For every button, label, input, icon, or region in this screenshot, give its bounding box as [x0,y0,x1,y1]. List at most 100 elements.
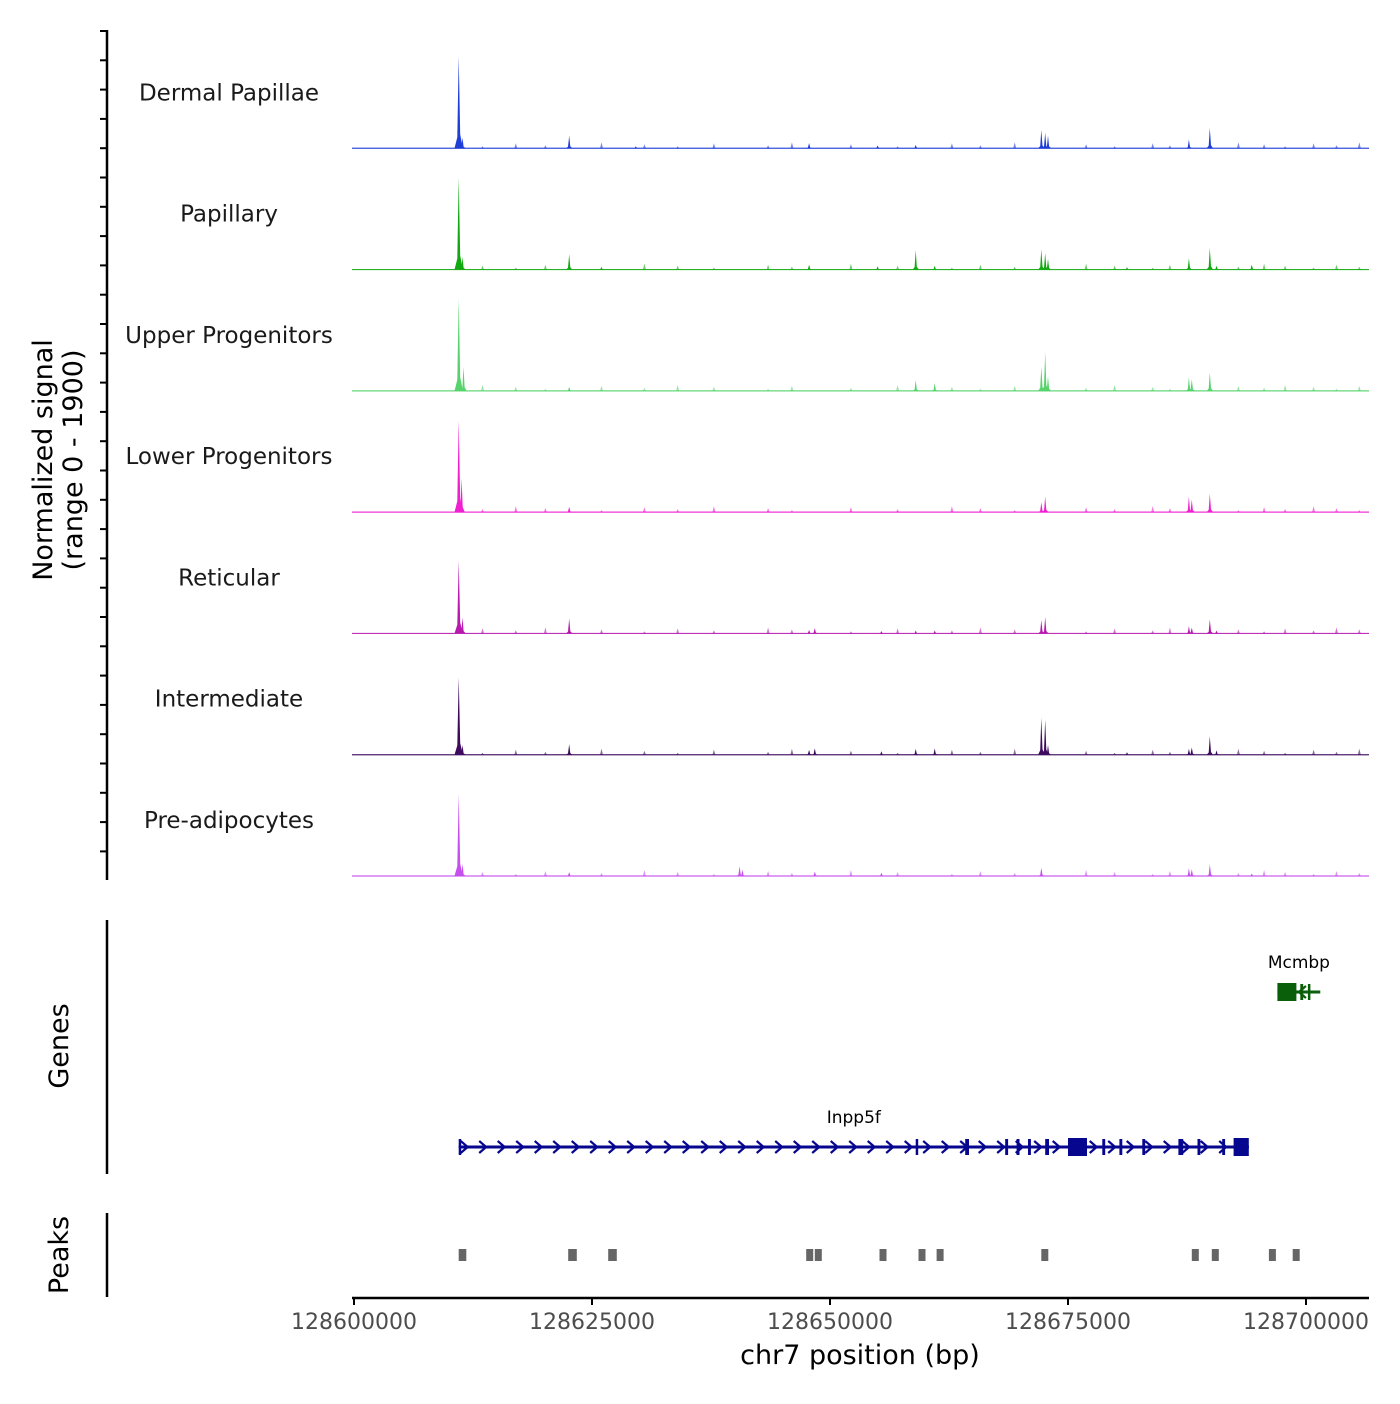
strand-arrow [829,1140,840,1154]
background-signal [514,386,518,391]
background-signal [543,751,547,755]
background-signal [676,509,680,513]
background-signal [1013,629,1017,634]
background-signal [1151,143,1155,149]
strand-arrow [718,1140,729,1154]
signal-peak [1185,868,1193,876]
background-signal [790,629,794,634]
background-signal [642,387,646,391]
background-signal [712,506,716,513]
background-signal [1262,507,1266,513]
background-signal [1312,506,1316,513]
background-signal [600,385,603,391]
background-signal [642,870,646,876]
signal-peak [1123,267,1131,270]
strand-arrow [1088,1140,1099,1154]
signal-peak [454,793,463,876]
strand-arrow [774,1140,784,1154]
coverage-tracks: Dermal Papillae Papillary Upper Progenitor… [125,56,1369,877]
signal-peak [739,869,746,876]
peak-region [814,1249,822,1261]
strand-arrow [459,1140,470,1154]
x-axis-label: chr7 position (bp) [740,1340,980,1371]
background-signal [676,146,680,149]
signal-peak [566,618,573,634]
background-signal [1335,627,1338,634]
background-signal [896,872,900,876]
signal-peak [1213,265,1220,270]
background-signal [1084,750,1088,755]
background-signal [1151,506,1155,513]
signal-peak [912,250,919,270]
track-reticular: Reticular [178,560,1369,635]
signal-peak [1213,630,1220,634]
background-signal [849,631,853,634]
background-signal [1312,630,1316,634]
signal-peak [1038,717,1045,755]
signal-peak [931,630,938,634]
strand-arrow [1051,1140,1062,1154]
strand-arrow [922,1140,932,1154]
signal-peak [878,751,885,755]
background-signal [1335,871,1338,876]
gene-label: Mcmbp [1268,953,1330,973]
signal-peak [1123,752,1131,755]
strand-arrow [792,1140,803,1154]
background-signal [1312,749,1316,755]
signal-peak [1213,750,1220,755]
background-signal [676,628,680,634]
background-signal [1262,263,1266,270]
peak-region [1211,1249,1219,1261]
signal-peak [931,748,938,755]
background-signal [600,142,603,149]
background-signal [849,387,853,391]
gene-exon [1068,1138,1087,1156]
signal-peak [459,863,466,876]
background-signal [790,873,794,876]
signal-peak [1044,745,1052,755]
background-signal [642,631,646,634]
strand-arrow [700,1140,710,1154]
signal-peak [1038,129,1045,149]
signal-peak [459,137,466,149]
background-signal [950,874,954,876]
signal-peak [1042,352,1049,391]
gene-exon [1277,983,1297,1001]
signal-peak [1038,366,1045,391]
background-signal [1236,385,1240,391]
signal-peak [459,745,466,755]
background-signal [543,264,547,270]
signal-peak [1042,132,1049,149]
signal-peak [454,677,463,755]
background-signal [1283,146,1287,149]
signal-peak [598,267,605,270]
signal-peak [1185,748,1193,755]
signal-peak [1206,372,1213,391]
background-signal [676,265,680,270]
strand-arrow [848,1140,858,1154]
strand-arrow [681,1140,692,1154]
background-signal [1013,142,1017,149]
background-signal [543,627,547,634]
signal-peak [1042,496,1049,513]
background-signal [1335,751,1338,755]
strand-arrow [1162,1140,1173,1154]
peak-region [918,1249,926,1261]
background-signal [1357,510,1361,513]
gene-exon [1119,1139,1123,1155]
strand-arrow [755,1140,766,1154]
background-signal [514,749,518,755]
strand-arrow [607,1140,618,1154]
strand-arrow [1218,1140,1228,1154]
background-signal [1236,629,1240,634]
background-signal [1168,871,1172,876]
strand-arrow [903,1140,914,1154]
strand-arrow [533,1140,544,1154]
background-signal [1013,748,1017,755]
signal-peak [459,257,466,270]
signal-peak [931,265,938,270]
signal-peak [1042,719,1049,755]
background-signal [1283,509,1287,513]
background-signal [978,145,982,149]
background-signal [1312,874,1316,876]
